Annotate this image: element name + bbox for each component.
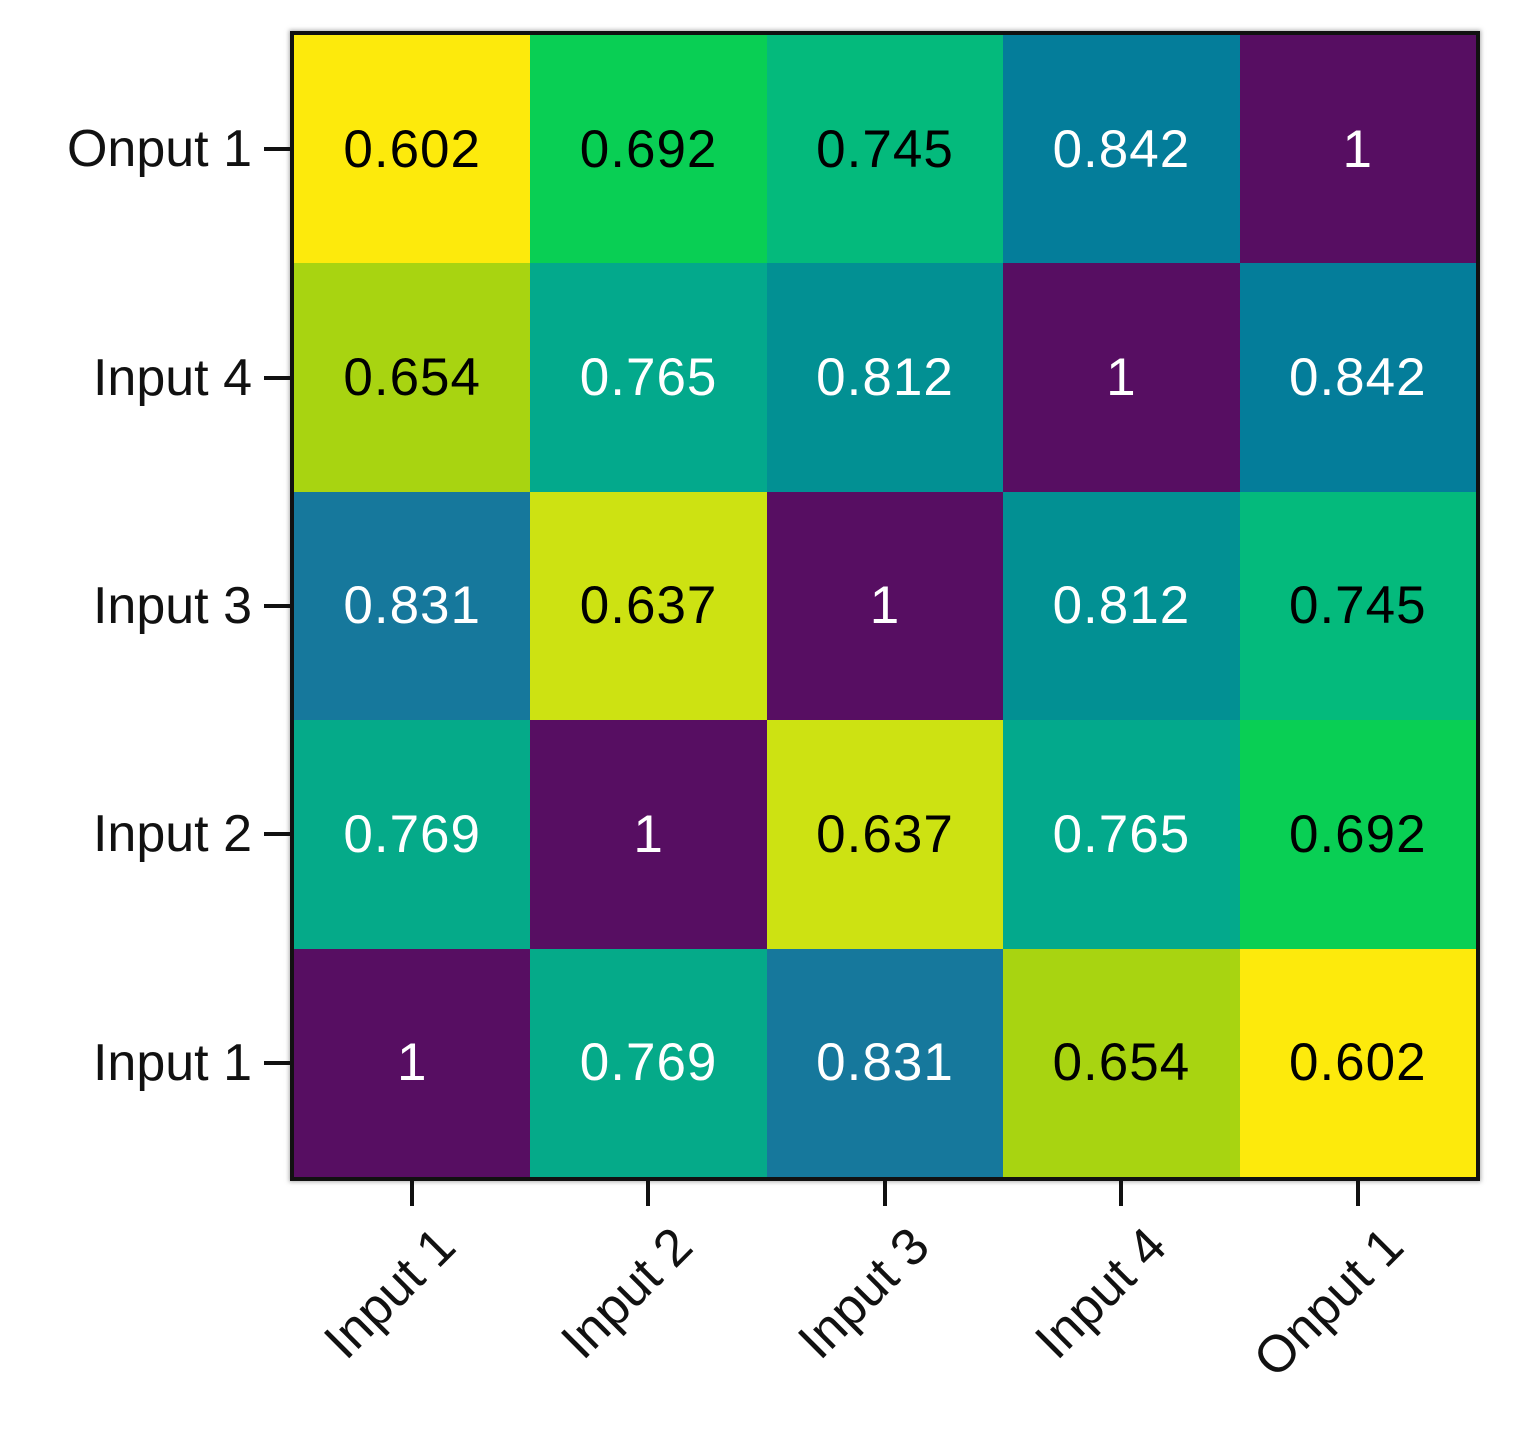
heatmap-cell-r2c1: 0.637 [530,491,767,721]
y-tick-mark [264,1061,290,1065]
x-tick-mark [1356,1181,1360,1206]
heatmap-cell-r1c0: 0.654 [294,263,531,492]
heatmap-grid: 0.602 0.692 0.745 0.842 1 0.654 0.765 0.… [290,31,1480,1181]
heatmap-cell-r0c2: 0.745 [766,35,1004,264]
heatmap-cell-r3c2: 0.637 [766,720,1004,949]
heatmap-cell-r1c2: 0.812 [766,263,1004,492]
heatmap-cell-r4c2: 0.831 [766,948,1004,1177]
heatmap-cell-r0c3: 0.842 [1003,35,1240,264]
heatmap-cell-r2c4: 0.745 [1239,491,1476,721]
heatmap-cell-r4c4: 0.602 [1239,948,1476,1177]
heatmap-cell-r2c3: 0.812 [1003,491,1240,721]
heatmap-cell-r0c0: 0.602 [294,35,531,264]
heatmap-cell-r3c4: 0.692 [1239,720,1476,949]
y-tick-label-input-1: Input 1 [92,1034,252,1092]
heatmap-cell-r4c3: 0.654 [1003,948,1240,1177]
heatmap-cell-r3c0: 0.769 [294,720,531,949]
x-tick-label-input-3: Input 3 [787,1216,941,1371]
y-tick-mark [264,147,290,151]
heatmap-cell-r1c4: 0.842 [1239,263,1476,492]
y-tick-mark [264,832,290,836]
heatmap-cell-r3c1: 1 [530,720,767,949]
x-tick-label-input-4: Input 4 [1024,1216,1178,1371]
x-tick-mark [646,1181,650,1206]
heatmap-cell-r2c2: 1 [766,491,1004,721]
x-tick-mark [410,1181,414,1206]
heatmap-cell-r0c4: 1 [1239,35,1476,264]
y-tick-mark [264,604,290,608]
y-tick-label-onput-1: Onput 1 [66,120,252,178]
x-tick-mark [1119,1181,1123,1206]
heatmap-cell-r2c0: 0.831 [294,491,531,721]
heatmap-cell-r3c3: 0.765 [1003,720,1240,949]
y-tick-label-input-2: Input 2 [92,805,252,863]
x-tick-label-input-2: Input 2 [550,1216,704,1371]
y-tick-label-input-3: Input 3 [92,577,252,635]
x-tick-label-input-1: Input 1 [313,1216,467,1371]
y-tick-mark [264,376,290,380]
heatmap-cell-r1c1: 0.765 [530,263,767,492]
heatmap-cell-r1c3: 1 [1003,263,1240,492]
y-tick-label-input-4: Input 4 [92,349,252,407]
x-tick-label-onput-1: Onput 1 [1242,1216,1415,1389]
x-tick-mark [883,1181,887,1206]
heatmap-cell-r4c1: 0.769 [530,948,767,1177]
heatmap-cell-r4c0: 1 [294,948,531,1177]
heatmap-cell-r0c1: 0.692 [530,35,767,264]
